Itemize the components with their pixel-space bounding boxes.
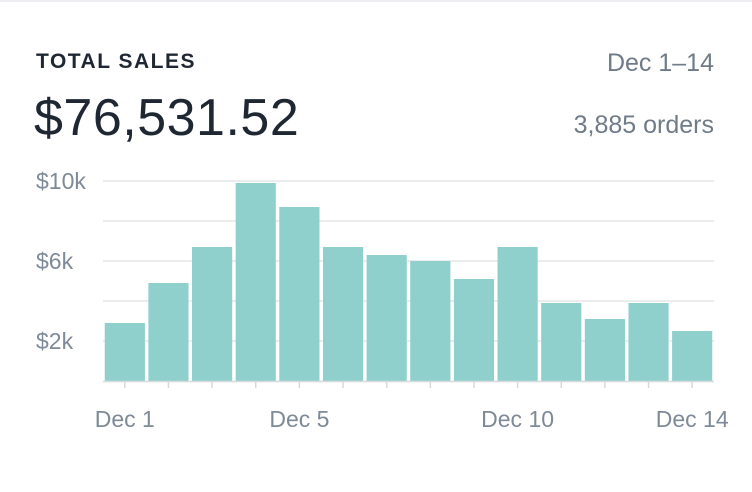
x-tick-label: Dec 10 (481, 406, 554, 432)
bar-dec-4 (235, 183, 276, 381)
bars (104, 183, 713, 381)
bar-dec-8 (410, 261, 451, 381)
bar-dec-7 (366, 255, 407, 381)
x-axis (103, 380, 714, 388)
bar-dec-2 (148, 283, 189, 381)
bar-dec-13 (628, 303, 669, 381)
x-tick-label: Dec 1 (95, 406, 155, 432)
bar-dec-5 (279, 207, 320, 381)
x-tick-label: Dec 14 (656, 406, 729, 432)
tick-labels: $2k $6k $10k Dec 1 Dec 5 Dec 10 Dec 14 (36, 168, 729, 432)
date-range[interactable]: Dec 1–14 (606, 49, 714, 77)
y-tick-label: $6k (36, 248, 74, 274)
card-title: TOTAL SALES (36, 50, 197, 73)
bar-dec-14 (672, 331, 713, 381)
bar-dec-10 (497, 247, 538, 381)
bar-dec-6 (322, 247, 364, 381)
bar-dec-12 (584, 319, 625, 381)
bar-dec-9 (453, 279, 495, 381)
bar-dec-1 (104, 323, 145, 381)
bar-dec-3 (192, 247, 233, 381)
y-tick-label: $10k (36, 168, 86, 194)
y-tick-label: $2k (36, 328, 74, 354)
bar-dec-11 (541, 303, 582, 381)
top-border (0, 0, 752, 2)
x-tick-label: Dec 5 (269, 406, 329, 432)
orders-count: 3,885 orders (573, 111, 714, 139)
total-sales-value: $76,531.52 (34, 89, 300, 147)
